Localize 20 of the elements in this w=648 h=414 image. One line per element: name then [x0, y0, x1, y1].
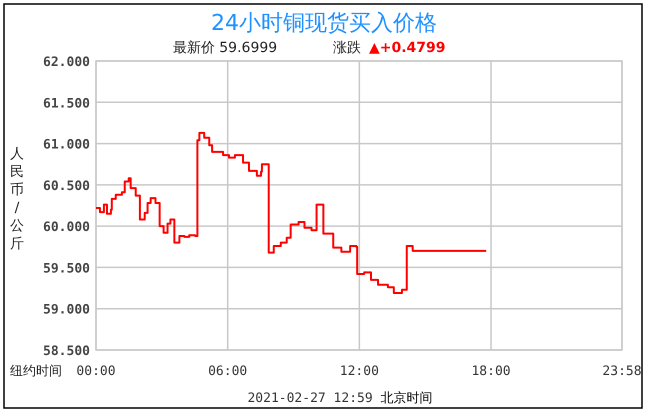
y-tick-label: 60.000 [43, 220, 90, 236]
chart-subtitle: 最新价 59.6999 [172, 40, 278, 56]
y-tick-label: 60.500 [43, 178, 90, 194]
text: 纽约时间 [10, 364, 62, 379]
text: 2021-02-27 12:59 北京时间 [247, 391, 433, 406]
y-tick-label: 61.000 [43, 138, 90, 153]
x-tick-label: 23:58 [602, 364, 642, 379]
text: 涨跌 [333, 40, 361, 56]
chart-title: 24小时铜现货买入价格 [211, 11, 437, 36]
x-tick-label: 06:00 [208, 364, 248, 379]
x-tick-label: 18:00 [471, 364, 511, 379]
y-tick-label: 59.000 [43, 302, 90, 318]
text: ▲+0.4799 [369, 40, 446, 56]
y-tick-label: 58.500 [43, 344, 90, 359]
x-tick-label: 12:00 [340, 364, 379, 379]
y-tick-label: 62.000 [43, 55, 90, 70]
y-tick-label: 59.500 [43, 261, 90, 276]
x-tick-label: 00:00 [76, 364, 116, 379]
y-axis-title: 人民币/公斤 [10, 146, 24, 252]
y-tick-label: 61.500 [43, 96, 90, 112]
